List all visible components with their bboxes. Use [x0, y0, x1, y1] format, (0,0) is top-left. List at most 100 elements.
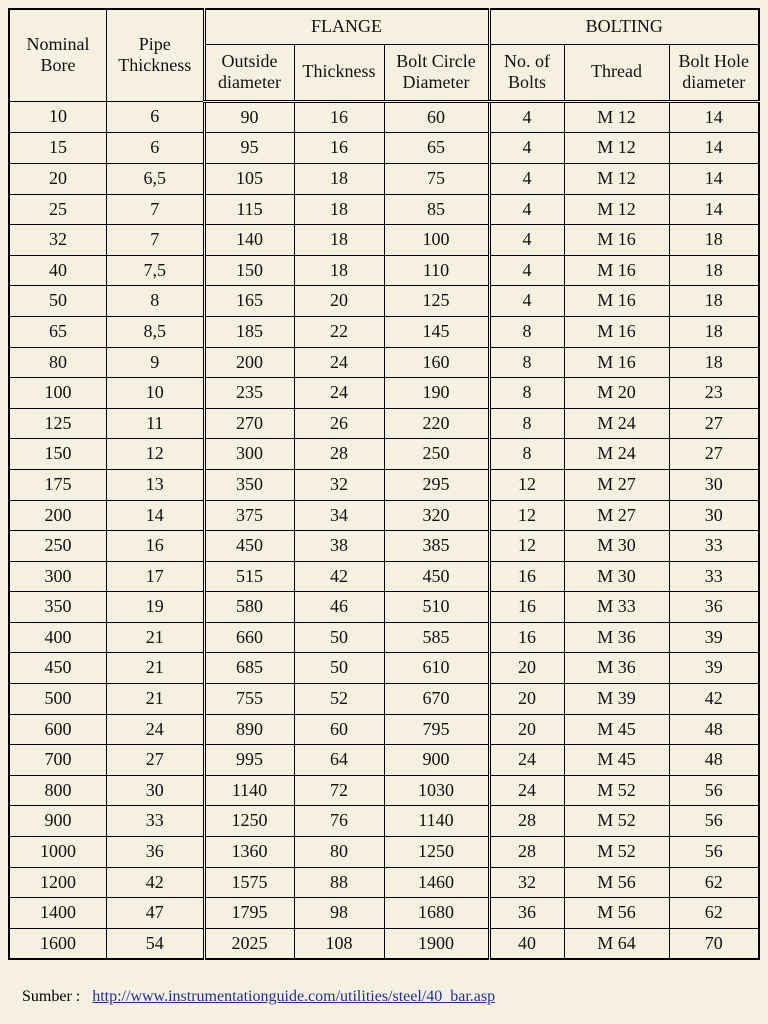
table-cell: 64 — [294, 745, 384, 776]
table-cell: M 24 — [564, 439, 669, 470]
col-flange-thickness: Thickness — [294, 44, 384, 101]
table-cell: 50 — [9, 286, 107, 317]
table-cell: 70 — [669, 928, 759, 959]
table-cell: 52 — [294, 684, 384, 715]
table-cell: 4 — [489, 286, 564, 317]
table-cell: 88 — [294, 867, 384, 898]
col-thread: Thread — [564, 44, 669, 101]
table-cell: 65 — [384, 133, 489, 164]
source-link[interactable]: http://www.instrumentationguide.com/util… — [92, 988, 495, 1005]
table-cell: 56 — [669, 806, 759, 837]
table-cell: 28 — [294, 439, 384, 470]
table-cell: 1680 — [384, 898, 489, 929]
col-outside-diameter: Outsidediameter — [204, 44, 294, 101]
table-cell: 100 — [384, 225, 489, 256]
table-cell: 16 — [107, 531, 205, 562]
table-cell: 20 — [294, 286, 384, 317]
table-cell: M 52 — [564, 775, 669, 806]
table-cell: 8 — [489, 439, 564, 470]
table-cell: 350 — [9, 592, 107, 623]
table-cell: 33 — [669, 561, 759, 592]
table-cell: 12 — [489, 531, 564, 562]
table-cell: 4 — [489, 163, 564, 194]
table-cell: 13 — [107, 469, 205, 500]
table-row: 809200241608M 1618 — [9, 347, 759, 378]
table-cell: 20 — [489, 653, 564, 684]
table-header: NominalBore PipeThickness FLANGE BOLTING… — [9, 9, 759, 101]
table-cell: 105 — [204, 163, 294, 194]
table-cell: 190 — [384, 378, 489, 409]
table-cell: M 20 — [564, 378, 669, 409]
table-cell: 108 — [294, 928, 384, 959]
table-cell: M 27 — [564, 500, 669, 531]
table-cell: 270 — [204, 408, 294, 439]
table-cell: 165 — [204, 286, 294, 317]
table-cell: 14 — [669, 194, 759, 225]
table-cell: 18 — [294, 225, 384, 256]
table-cell: 23 — [669, 378, 759, 409]
table-cell: M 45 — [564, 745, 669, 776]
table-row: 100036136080125028M 5256 — [9, 837, 759, 868]
table-cell: 90 — [204, 101, 294, 133]
table-row: 175133503229512M 2730 — [9, 469, 759, 500]
table-cell: 300 — [9, 561, 107, 592]
table-row: 90033125076114028M 5256 — [9, 806, 759, 837]
table-cell: 60 — [384, 101, 489, 133]
table-cell: 6 — [107, 133, 205, 164]
table-cell: M 16 — [564, 316, 669, 347]
table-cell: 75 — [384, 163, 489, 194]
table-row: 600248906079520M 4548 — [9, 714, 759, 745]
table-cell: 40 — [9, 255, 107, 286]
table-cell: M 16 — [564, 286, 669, 317]
table-cell: 250 — [9, 531, 107, 562]
table-cell: 56 — [669, 775, 759, 806]
table-cell: 1400 — [9, 898, 107, 929]
table-cell: M 36 — [564, 653, 669, 684]
table-cell: 7 — [107, 225, 205, 256]
table-cell: 24 — [489, 745, 564, 776]
table-cell: M 64 — [564, 928, 669, 959]
table-cell: 18 — [669, 225, 759, 256]
table-row: 1069016604M 1214 — [9, 101, 759, 133]
table-cell: 20 — [489, 684, 564, 715]
table-cell: 85 — [384, 194, 489, 225]
table-cell: 160 — [384, 347, 489, 378]
table-cell: 16 — [294, 101, 384, 133]
table-cell: 18 — [669, 255, 759, 286]
table-cell: M 36 — [564, 622, 669, 653]
table-cell: 36 — [107, 837, 205, 868]
table-cell: 14 — [669, 133, 759, 164]
table-cell: 18 — [669, 347, 759, 378]
table-cell: 1140 — [204, 775, 294, 806]
table-cell: 80 — [9, 347, 107, 378]
table-cell: 21 — [107, 653, 205, 684]
table-cell: 250 — [384, 439, 489, 470]
col-nominal-bore: NominalBore — [9, 9, 107, 101]
table-cell: 200 — [204, 347, 294, 378]
table-cell: 21 — [107, 622, 205, 653]
table-cell: 450 — [204, 531, 294, 562]
table-cell: 515 — [204, 561, 294, 592]
table-row: 140047179598168036M 5662 — [9, 898, 759, 929]
table-cell: M 27 — [564, 469, 669, 500]
table-cell: 62 — [669, 867, 759, 898]
table-cell: 1795 — [204, 898, 294, 929]
table-cell: 145 — [384, 316, 489, 347]
col-bolt-hole-diameter: Bolt Holediameter — [669, 44, 759, 101]
table-cell: 24 — [294, 378, 384, 409]
table-cell: 18 — [294, 163, 384, 194]
table-cell: 660 — [204, 622, 294, 653]
table-cell: 320 — [384, 500, 489, 531]
table-cell: 150 — [204, 255, 294, 286]
table-row: 500217555267020M 3942 — [9, 684, 759, 715]
table-cell: 8,5 — [107, 316, 205, 347]
table-cell: 8 — [489, 316, 564, 347]
table-cell: M 56 — [564, 867, 669, 898]
table-row: 80030114072103024M 5256 — [9, 775, 759, 806]
table-cell: 2025 — [204, 928, 294, 959]
table-cell: 24 — [294, 347, 384, 378]
table-cell: M 33 — [564, 592, 669, 623]
table-cell: 36 — [669, 592, 759, 623]
table-cell: 350 — [204, 469, 294, 500]
table-cell: 46 — [294, 592, 384, 623]
